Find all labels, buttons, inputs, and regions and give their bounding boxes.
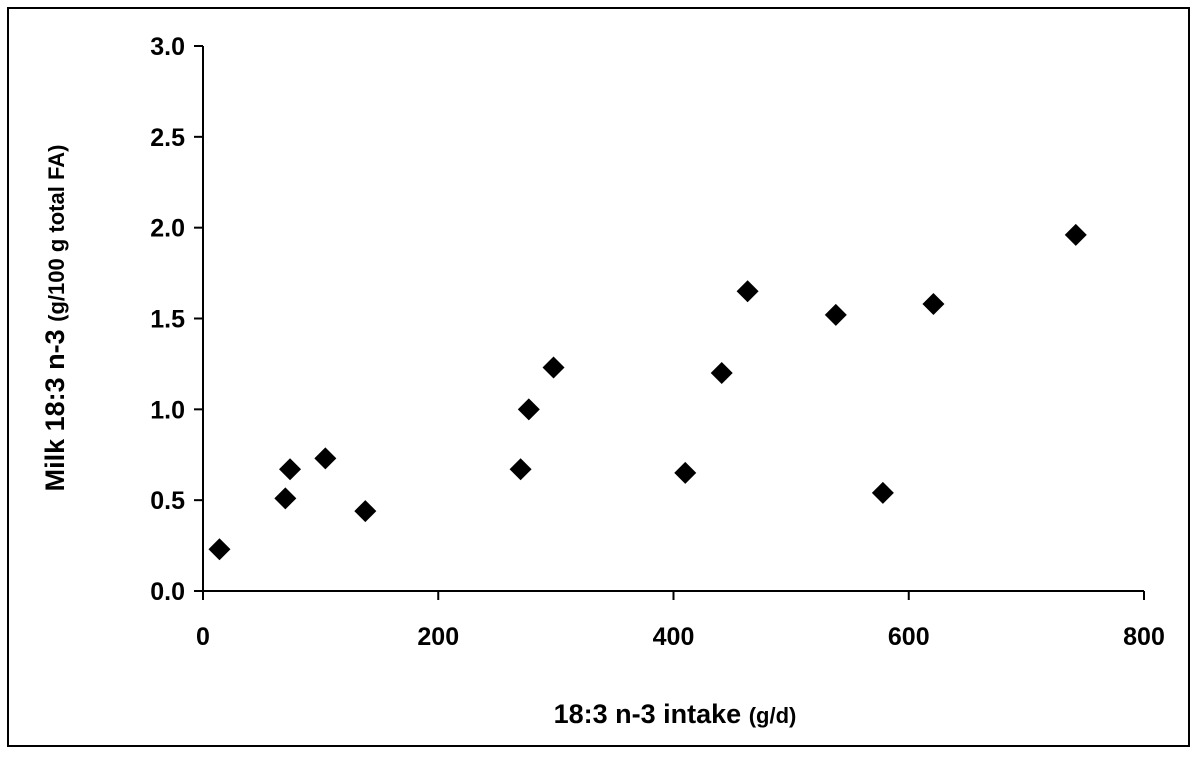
data-point <box>274 487 297 510</box>
data-point <box>509 458 532 481</box>
data-point <box>674 461 697 484</box>
data-point <box>208 538 231 561</box>
x-tick-label: 600 <box>888 623 930 651</box>
data-point <box>922 292 945 315</box>
x-tick-label: 200 <box>417 623 459 651</box>
data-point <box>1064 223 1087 246</box>
data-point <box>542 356 565 379</box>
chart-frame <box>7 7 1190 747</box>
y-ticks: 0.0 0.5 1.0 1.5 2.0 2.5 3.0 <box>150 33 203 606</box>
data-point <box>517 398 540 421</box>
data-point <box>871 481 894 504</box>
y-axis-title-unit: (g/100 g total FA) <box>44 145 69 322</box>
axes <box>202 46 1144 592</box>
y-tick-label: 1.5 <box>150 306 185 334</box>
y-tick-label: 0.0 <box>150 578 185 606</box>
x-axis-title-unit: (g/d) <box>749 703 797 728</box>
y-axis-title: Milk 18:3 n-3 (g/100 g total FA) <box>40 145 70 492</box>
y-tick-label: 2.0 <box>150 215 185 243</box>
data-point <box>314 447 337 470</box>
y-axis-title-text: Milk 18:3 n-3 <box>40 329 70 491</box>
x-axis-title-text: 18:3 n-3 intake <box>554 699 742 729</box>
data-point <box>710 362 733 384</box>
data-point <box>279 458 302 481</box>
y-tick-label: 2.5 <box>150 124 185 152</box>
y-tick-label: 3.0 <box>150 33 185 61</box>
x-tick-label: 800 <box>1123 623 1165 651</box>
x-ticks: 0 200 400 600 800 <box>196 591 1165 651</box>
y-tick-label: 1.0 <box>150 396 185 424</box>
data-points <box>208 223 1087 561</box>
x-axis-title: 18:3 n-3 intake (g/d) <box>554 699 797 729</box>
data-point <box>824 303 847 326</box>
data-point <box>354 500 377 523</box>
data-point <box>736 280 759 303</box>
x-tick-label: 0 <box>196 623 210 651</box>
y-tick-label: 0.5 <box>150 487 185 515</box>
x-tick-label: 400 <box>653 623 695 651</box>
